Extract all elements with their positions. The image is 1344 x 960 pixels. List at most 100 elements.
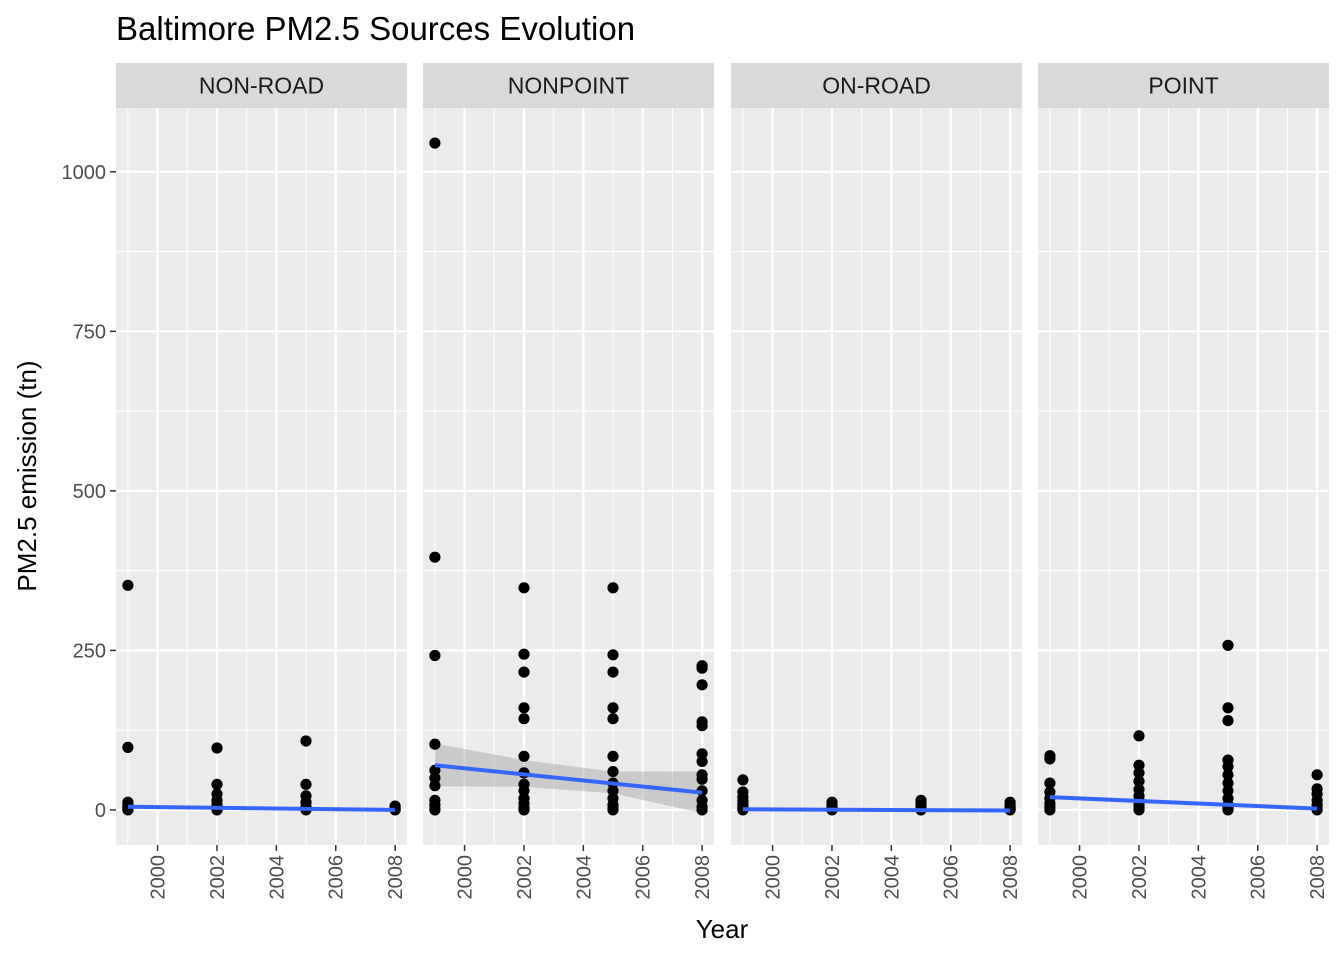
data-point: [696, 773, 708, 785]
data-point: [1311, 769, 1323, 781]
facet-label: POINT: [1148, 73, 1218, 99]
data-point: [696, 804, 708, 816]
data-point: [607, 666, 619, 678]
x-tick-label: 2002: [822, 855, 844, 900]
x-tick-label: 2008: [1000, 855, 1022, 900]
data-point: [211, 778, 223, 791]
data-point: [1222, 715, 1234, 727]
data-point: [518, 804, 530, 816]
data-point: [1222, 769, 1234, 781]
x-tick-label: 2006: [1248, 855, 1270, 900]
trend-line: [434, 763, 703, 795]
x-tick-label: 2002: [1129, 855, 1151, 900]
y-axis: 0 250 500 750 1000: [62, 162, 116, 822]
facet-strip: [731, 63, 1022, 108]
x-tick-label: 2004: [1188, 855, 1210, 900]
data-point: [696, 720, 708, 732]
chart-title: Baltimore PM2.5 Sources Evolution: [116, 10, 635, 47]
data-point: [429, 780, 441, 792]
data-point: [518, 648, 530, 660]
trend-line: [1049, 795, 1318, 811]
data-point: [518, 713, 530, 725]
facet-strip: [1038, 63, 1329, 108]
data-point: [1044, 804, 1056, 816]
facet-label: ON-ROAD: [822, 73, 931, 99]
data-point: [1222, 702, 1234, 714]
data-point: [607, 582, 619, 594]
facet-strip: [116, 63, 407, 108]
data-point: [518, 750, 530, 762]
facets: NON-ROAD 2000 2002 2004 2006 2008 NONPOINT 2000…: [116, 63, 1329, 900]
x-tick-label: 2006: [326, 855, 348, 900]
data-point: [607, 750, 619, 762]
data-point: [1044, 777, 1056, 789]
data-point: [122, 579, 134, 591]
data-point: [607, 702, 619, 714]
data-point: [696, 662, 708, 674]
x-tick-label: 2008: [692, 855, 714, 900]
data-point: [1222, 639, 1234, 651]
data-point: [1133, 775, 1145, 787]
facet-nonpoint: NONPOINT 2000 2002 2004 2006 2008: [423, 63, 714, 900]
trend-line: [742, 807, 1011, 813]
data-point: [1133, 759, 1145, 771]
data-point: [518, 582, 530, 594]
facet-non-road: NON-ROAD 2000 2002 2004 2006 2008: [116, 63, 407, 900]
data-point: [429, 738, 441, 750]
data-point: [211, 742, 223, 754]
y-axis-title: PM2.5 emission (tn): [12, 360, 42, 591]
y-tick-label: 750: [73, 321, 106, 343]
x-tick-label: 2008: [385, 855, 407, 900]
trend-line: [127, 804, 396, 812]
data-point: [429, 804, 441, 816]
data-point: [1222, 777, 1234, 789]
data-point: [518, 666, 530, 678]
panel-background: [423, 108, 714, 845]
data-point: [429, 649, 441, 662]
data-point: [1222, 804, 1234, 816]
x-tick-label: 2000: [763, 855, 785, 900]
x-tick-label: 2006: [941, 855, 963, 900]
facet-on-road: ON-ROAD 2000 2002 2004 2006 2008: [731, 63, 1022, 900]
data-point: [737, 774, 749, 786]
y-tick-label: 0: [95, 800, 106, 822]
facet-strip: [423, 63, 714, 108]
x-tick-label: 2006: [633, 855, 655, 900]
panel-background: [116, 108, 407, 845]
data-point: [1222, 760, 1234, 773]
x-tick-label: 2000: [148, 855, 170, 900]
data-point: [429, 137, 441, 149]
data-point: [429, 551, 441, 563]
x-tick-label: 2008: [1307, 855, 1329, 900]
data-point: [1133, 730, 1145, 742]
data-point: [122, 741, 134, 754]
data-point: [696, 679, 708, 691]
data-point: [1133, 804, 1145, 816]
x-tick-label: 2002: [207, 855, 229, 900]
x-axis-title: Year: [696, 914, 749, 944]
facet-point: POINT 2000 2002 2004 2006 2008: [1038, 63, 1329, 900]
y-tick-label: 250: [73, 640, 106, 662]
data-point: [429, 772, 441, 784]
panel-background: [731, 108, 1022, 845]
facet-label: NON-ROAD: [199, 73, 324, 99]
data-point: [1133, 767, 1145, 779]
x-tick-label: 2004: [573, 855, 595, 900]
facet-label: NONPOINT: [508, 73, 629, 99]
data-point: [1044, 753, 1056, 765]
data-point: [607, 804, 619, 816]
data-point: [696, 755, 708, 768]
data-point: [607, 766, 619, 778]
x-tick-label: 2000: [1070, 855, 1092, 900]
y-tick-label: 1000: [62, 162, 107, 184]
x-tick-label: 2004: [881, 855, 903, 900]
y-tick-label: 500: [73, 481, 106, 503]
data-point: [300, 735, 312, 747]
data-point: [300, 778, 312, 791]
x-tick-label: 2002: [514, 855, 536, 900]
x-tick-label: 2004: [266, 855, 288, 900]
x-tick-label: 2000: [455, 855, 477, 900]
data-point: [518, 702, 530, 714]
data-point: [607, 649, 619, 661]
